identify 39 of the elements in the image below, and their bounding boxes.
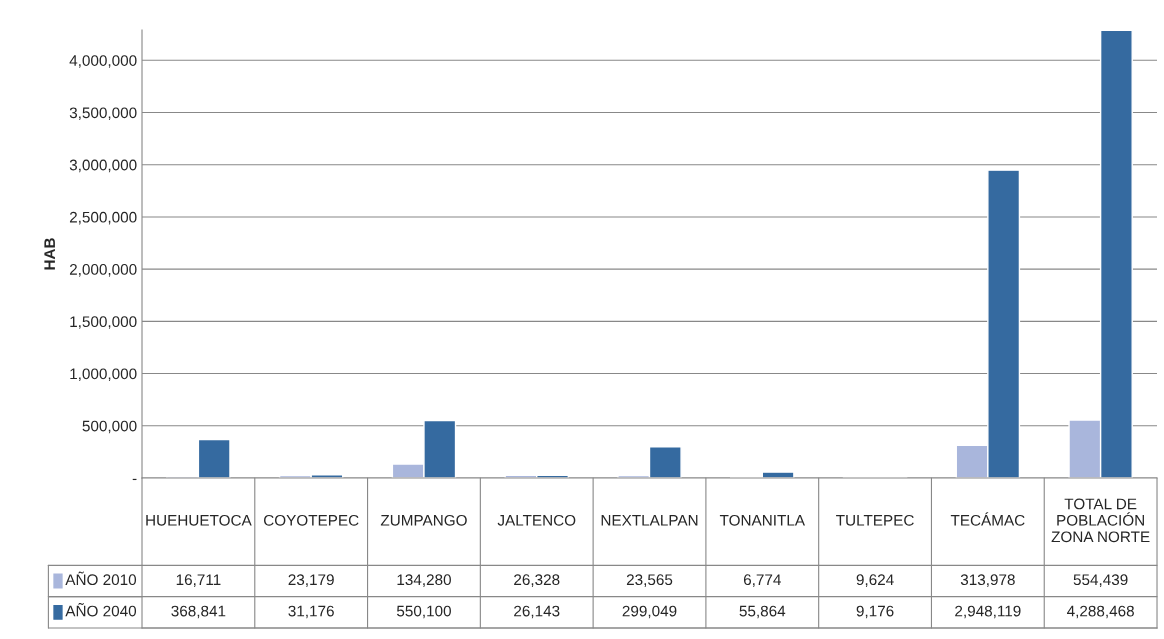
data-label: 26,143 [514, 605, 560, 619]
data-label: 554,439 [1073, 574, 1128, 587]
data-label: 313,978 [960, 574, 1015, 587]
data-label: 4,288,468 [1067, 605, 1134, 619]
y-tick-label: 1,000,000 [70, 368, 137, 382]
x-tick-label: NEXTLALPAN [601, 515, 698, 526]
x-tick-label: ZUMPANGO [380, 514, 467, 526]
data-label: 23,179 [288, 574, 334, 587]
data-label: 550,100 [396, 605, 451, 619]
legend-label: AÑO 2040 [65, 602, 137, 617]
data-label: 26,328 [514, 574, 560, 587]
y-tick-label: 4,000,000 [69, 55, 137, 68]
data-label: 299,049 [622, 605, 677, 619]
y-tick-label: 500,000 [82, 420, 137, 434]
data-label: 134,280 [397, 574, 451, 587]
y-tick-label: 3,500,000 [69, 107, 137, 121]
legend-label: AÑO 2010 [65, 571, 137, 586]
data-label: 368,841 [171, 605, 226, 619]
y-tick-label: - [132, 478, 137, 481]
x-tick-label: HUEHUETOCA [146, 514, 252, 526]
y-tick-label: 2,000,000 [69, 264, 137, 277]
x-tick-label: TOTAL DE POBLACIÓN ZONA NORTE [1051, 498, 1150, 543]
y-tick-label: 1,500,000 [70, 316, 137, 329]
data-label: 31,176 [288, 605, 334, 619]
x-tick-label: TONANITLA [719, 514, 805, 526]
y-tick-label: 3,000,000 [69, 159, 137, 173]
data-label: 9,176 [856, 605, 894, 619]
data-label: 23,565 [626, 574, 673, 587]
y-axis-title: HAB [44, 238, 55, 270]
data-label: 16,711 [176, 574, 221, 587]
y-tick-label: 2,500,000 [69, 211, 137, 225]
x-tick-label: TULTEPEC [836, 514, 914, 526]
data-label: 9,624 [856, 574, 894, 587]
x-tick-label: TECÁMAC [950, 512, 1025, 526]
data-label: 6,774 [743, 574, 781, 587]
x-tick-label: JALTENCO [497, 514, 576, 526]
data-label: 55,864 [739, 605, 786, 619]
x-tick-label: COYOTEPEC [263, 514, 359, 526]
data-label: 2,948,119 [955, 605, 1021, 619]
